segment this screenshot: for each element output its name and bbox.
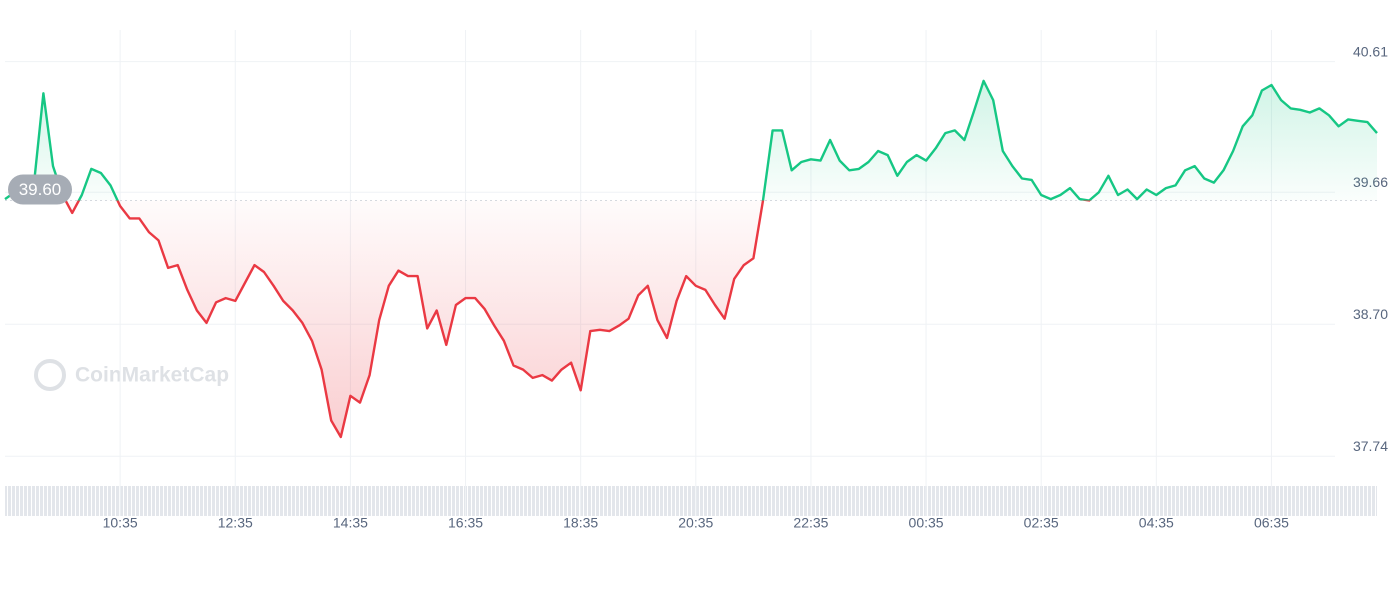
x-tick-label: 12:35 [218,515,253,531]
x-tick-label: 20:35 [678,515,713,531]
x-tick-label: 06:35 [1254,515,1289,531]
watermark-text: CoinMarketCap [75,364,229,387]
x-tick-label: 14:35 [333,515,368,531]
y-tick-label: 38.70 [1353,306,1388,322]
watermark: CoinMarketCap [34,359,229,391]
area-fill [5,80,1377,438]
price-line [4,79,1378,439]
x-tick-label: 00:35 [909,515,944,531]
x-tick-label: 04:35 [1139,515,1174,531]
y-tick-label: 40.61 [1353,43,1388,59]
x-tick-label: 18:35 [563,515,598,531]
x-tick-label: 02:35 [1024,515,1059,531]
x-tick-label: 22:35 [793,515,828,531]
watermark-logo [34,359,66,391]
x-tick-label: 16:35 [448,515,483,531]
price-label-bg [8,174,72,205]
price-label: 39.60 [19,180,62,199]
y-tick-label: 37.74 [1353,438,1388,454]
x-tick-label: 10:35 [103,515,138,531]
volume-band [5,486,1377,516]
